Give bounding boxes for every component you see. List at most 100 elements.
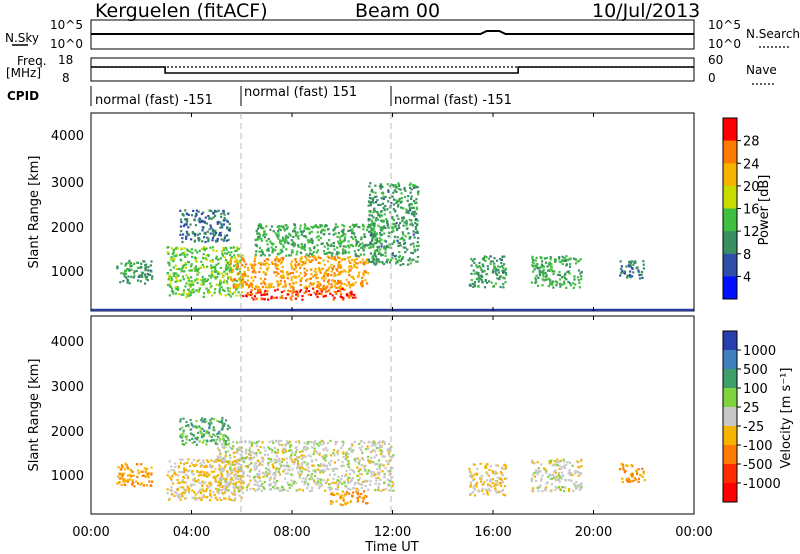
power-cell bbox=[126, 278, 129, 281]
power-cell bbox=[306, 227, 309, 231]
power-cell bbox=[129, 261, 132, 265]
power-cell bbox=[194, 267, 197, 270]
power-cell bbox=[209, 232, 212, 235]
power-cell bbox=[315, 273, 318, 276]
power-cell bbox=[325, 290, 328, 293]
power-cell bbox=[370, 223, 373, 226]
power-cell bbox=[260, 225, 263, 228]
power-cell bbox=[230, 278, 233, 281]
power-cell bbox=[209, 282, 212, 285]
power-cell bbox=[379, 215, 382, 218]
power-cell bbox=[194, 233, 197, 236]
power-cell bbox=[323, 263, 326, 266]
power-cell bbox=[144, 282, 147, 285]
power-cell bbox=[235, 294, 238, 297]
power-cell bbox=[308, 259, 311, 262]
velocity-cell bbox=[150, 472, 153, 475]
velocity-cell bbox=[234, 476, 237, 479]
velocity-cell bbox=[296, 457, 299, 460]
power-cell bbox=[626, 276, 629, 279]
power-cell bbox=[209, 246, 212, 249]
power-cell bbox=[569, 257, 572, 260]
velocity-cell bbox=[266, 468, 270, 471]
power-cell bbox=[244, 266, 247, 269]
power-cell bbox=[337, 231, 340, 235]
power-cell bbox=[384, 246, 387, 249]
velocity-cell bbox=[579, 487, 582, 490]
power-cell bbox=[391, 257, 394, 260]
power-cell bbox=[253, 295, 256, 298]
power-cell bbox=[201, 280, 204, 283]
velocity-cell bbox=[472, 486, 475, 489]
velocity-cell bbox=[349, 468, 352, 471]
velocity-cell bbox=[575, 460, 578, 463]
power-cell bbox=[329, 251, 332, 254]
power-cell bbox=[125, 276, 128, 279]
velocity-cell bbox=[170, 465, 173, 468]
power-cell bbox=[347, 244, 350, 247]
velocity-cell bbox=[192, 473, 195, 476]
velocity-cell bbox=[188, 439, 191, 442]
velocity-cell bbox=[290, 454, 293, 457]
power-cell bbox=[544, 271, 547, 274]
velocity-cell bbox=[566, 461, 569, 464]
power-cell bbox=[353, 250, 356, 253]
velocity-cell bbox=[301, 470, 304, 473]
velocity-cell bbox=[258, 487, 261, 490]
power-cell bbox=[379, 203, 382, 206]
power-cell bbox=[361, 276, 364, 279]
power-cell bbox=[352, 265, 355, 268]
power-cell bbox=[321, 267, 325, 270]
power-cell bbox=[493, 257, 496, 260]
power-cell bbox=[327, 260, 330, 263]
power-cell bbox=[211, 266, 214, 269]
power-cell bbox=[375, 217, 378, 220]
power-cell bbox=[322, 250, 326, 253]
velocity-cell bbox=[186, 470, 189, 473]
velocity-cell bbox=[539, 484, 542, 487]
power-cell bbox=[290, 243, 293, 246]
velocity-cell bbox=[275, 468, 278, 471]
velocity-cell bbox=[202, 482, 205, 485]
velocity-cell bbox=[544, 471, 547, 474]
power-cell bbox=[168, 294, 171, 297]
velocity-cell bbox=[146, 473, 149, 476]
velocity-cell bbox=[345, 490, 349, 493]
power-cell bbox=[239, 280, 242, 283]
power-cell bbox=[360, 246, 363, 249]
power-cell bbox=[302, 263, 305, 266]
power-cell bbox=[372, 246, 375, 249]
velocity-cell bbox=[293, 461, 296, 464]
power-cell bbox=[221, 226, 224, 229]
power-cell bbox=[295, 281, 298, 284]
power-cell bbox=[233, 254, 236, 257]
velocity-cell bbox=[504, 464, 507, 467]
power-cell bbox=[314, 257, 317, 260]
power-cell bbox=[397, 203, 400, 206]
velocity-cell bbox=[252, 456, 255, 459]
velocity-cell bbox=[235, 483, 238, 486]
power-cell bbox=[254, 271, 257, 274]
power-cell bbox=[376, 211, 379, 214]
velocity-cell bbox=[360, 464, 363, 467]
power-cell bbox=[284, 285, 287, 288]
colorbar-tick-label: 8 bbox=[743, 248, 751, 263]
velocity-cell bbox=[323, 464, 326, 467]
velocity-cell bbox=[268, 484, 271, 487]
power-cell bbox=[258, 236, 261, 239]
power-cell bbox=[184, 285, 187, 288]
velocity-cell bbox=[339, 497, 342, 500]
velocity-cell bbox=[377, 472, 380, 475]
velocity-cell bbox=[284, 472, 287, 475]
velocity-cell bbox=[532, 487, 535, 490]
power-cell bbox=[293, 268, 296, 271]
velocity-cell bbox=[342, 455, 345, 458]
power-cell bbox=[203, 246, 206, 249]
colorbar-tick-label: 1000 bbox=[743, 344, 776, 359]
velocity-cell bbox=[333, 473, 336, 476]
power-cell bbox=[323, 245, 326, 248]
velocity-cell bbox=[240, 464, 243, 467]
power-cell bbox=[297, 263, 300, 266]
velocity-cell bbox=[560, 467, 563, 470]
